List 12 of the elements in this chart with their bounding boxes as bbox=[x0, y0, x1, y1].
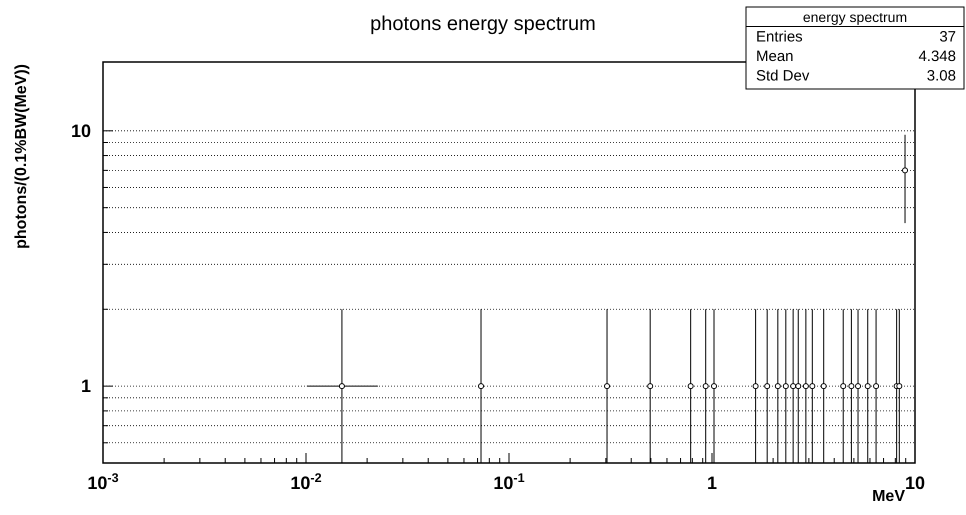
x-tick-label: 1 bbox=[706, 473, 718, 493]
x-axis-title: MeV bbox=[872, 488, 906, 505]
y-axis-title: photons/(0.1%BW(MeV)) bbox=[13, 64, 30, 249]
text: Mean 4.348 bbox=[756, 48, 956, 65]
chart-title: photons energy spectrum bbox=[370, 13, 596, 35]
x-tick-label: 10$^{-1}$ bbox=[493, 471, 525, 493]
text: Entries 37 bbox=[756, 28, 956, 46]
x-tick-label: 10 bbox=[904, 473, 926, 493]
legend-title: energy spectrum bbox=[802, 9, 908, 25]
x-tick-label: 10$^{-2}$ bbox=[290, 471, 322, 493]
text: Std Dev 3.08 bbox=[756, 68, 956, 84]
x-tick-label: 10$^{-3}$ bbox=[87, 471, 119, 493]
